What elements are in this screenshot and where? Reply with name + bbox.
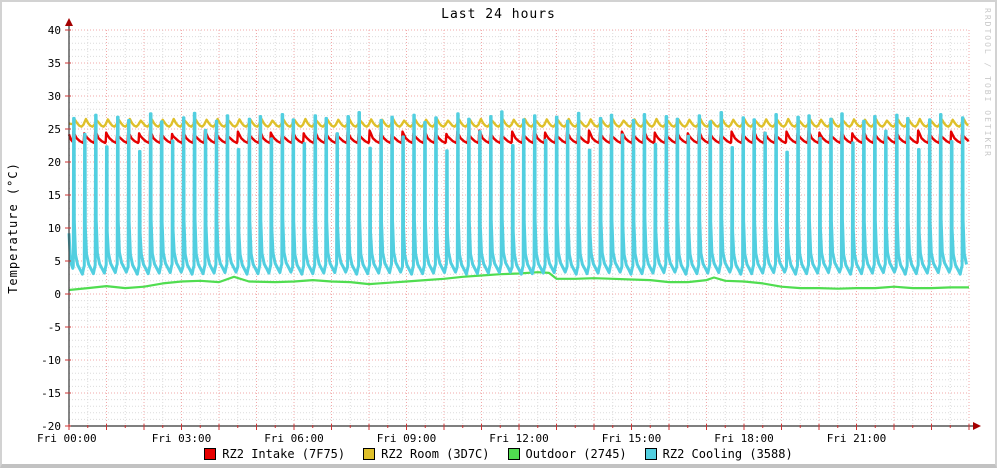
x-tick-label: Fri 18:00 [714,432,774,445]
y-tick-label: -10 [41,354,61,367]
y-tick-label: -5 [48,321,61,334]
x-tick-label: Fri 12:00 [489,432,549,445]
legend-label: RZ2 Intake (7F75) [222,447,346,461]
legend-swatch [644,448,657,460]
legend-item: RZ2 Room (3D7C) [363,447,490,461]
legend-label: RZ2 Room (3D7C) [381,447,490,461]
x-tick-label: Fri 21:00 [827,432,887,445]
legend-swatch [204,448,217,460]
legend-label: RZ2 Cooling (3588) [662,447,793,461]
series-rz2-room-3d7c- [68,117,970,128]
y-tick-label: 40 [48,24,61,37]
y-tick-label: 25 [48,123,61,136]
series-rz2-cooling-3588- [67,110,968,276]
y-tick-label: 15 [48,189,61,202]
legend: RZ2 Intake (7F75) RZ2 Room (3D7C) Outdoor … [2,447,995,461]
legend-item: RZ2 Cooling (3588) [644,447,793,461]
y-tick-label: -15 [41,387,61,400]
series-outdoor-2745- [68,271,969,292]
chart-title: Last 24 hours [441,7,556,22]
legend-swatch [507,448,520,460]
x-tick-label: Fri 06:00 [264,432,324,445]
legend-item: RZ2 Intake (7F75) [204,447,345,461]
legend-item: Outdoor (2745) [507,447,627,461]
y-axis-arrow [65,18,73,26]
x-tick-label: Fri 09:00 [377,432,437,445]
y-tick-label: 10 [48,222,61,235]
y-tick-label: 0 [54,288,61,301]
x-tick-label: Fri 15:00 [602,432,662,445]
legend-swatch [363,448,376,460]
y-tick-label: 20 [48,156,61,169]
y-tick-label: 35 [48,57,61,70]
y-tick-label: -20 [41,420,61,433]
x-axis-arrow [973,422,981,430]
legend-label: Outdoor (2745) [525,447,627,461]
rrdtool-watermark: RRDTOOL / TOBI OETIKER [983,8,992,158]
y-tick-label: 5 [54,255,61,268]
y-tick-label: 30 [48,90,61,103]
x-tick-label: Fri 03:00 [152,432,212,445]
x-tick-label: Fri 00:00 [37,432,97,445]
